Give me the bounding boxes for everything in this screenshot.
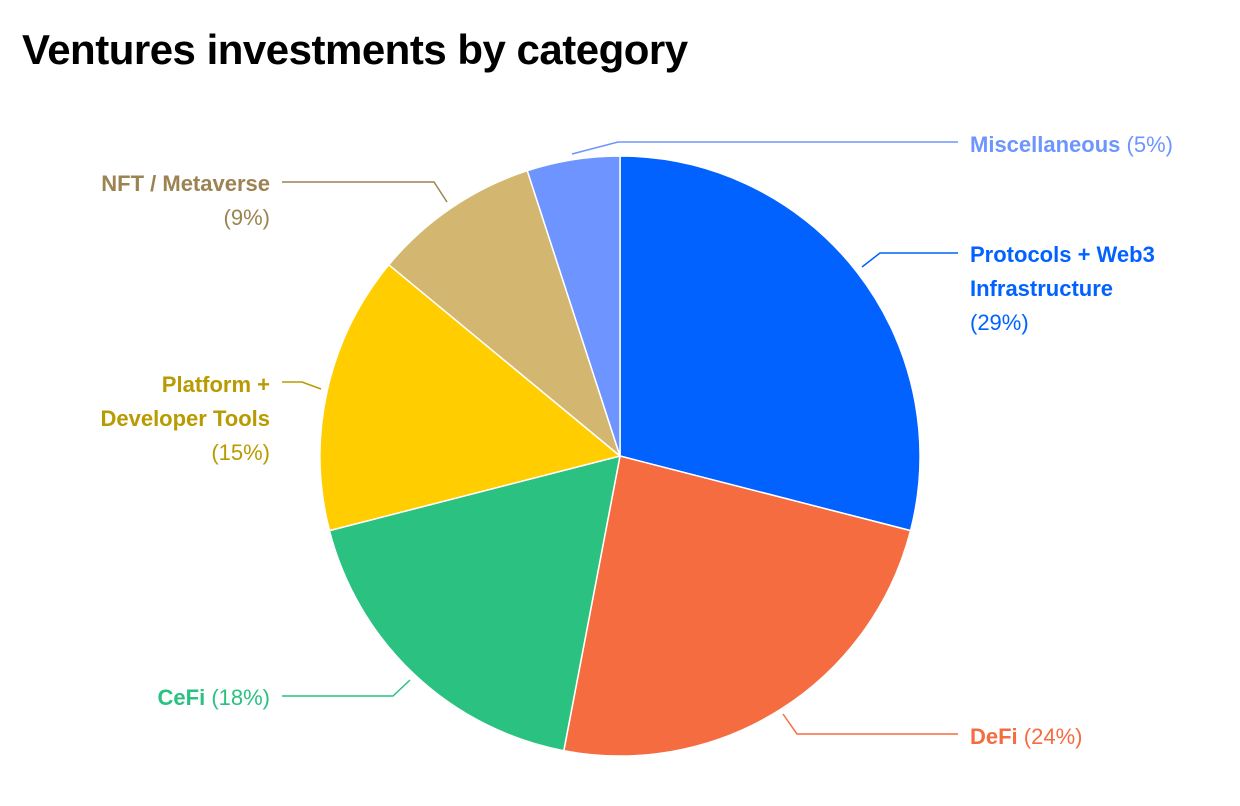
slice-label-platform-developer-tools-line-2: Developer Tools — [100, 406, 270, 431]
pie-slice-nft-metaverse — [388, 169, 621, 457]
slice-label-platform-developer-tools-line-1: Platform + — [162, 372, 270, 397]
pie-slice-defi — [563, 455, 912, 757]
slice-label-name: DeFi — [970, 724, 1018, 749]
leader-line-nft-metaverse — [282, 181, 448, 203]
pie-slice-protocols-web3-infrastructure — [619, 155, 921, 532]
slice-label-value: (18%) — [205, 685, 270, 710]
slice-value-protocols-web3-infrastructure: (29%) — [970, 310, 1029, 335]
slice-label-value: (24%) — [1018, 724, 1083, 749]
slice-label-cefi: CeFi (18%) — [158, 685, 270, 710]
leader-line-defi — [782, 713, 958, 735]
slice-label-nft-metaverse-line-1: NFT / Metaverse — [101, 171, 270, 196]
pie-slice-cefi — [328, 455, 621, 752]
slice-label-name: CeFi — [158, 685, 206, 710]
slice-label-defi: DeFi (24%) — [970, 724, 1082, 749]
slice-value-nft-metaverse: (9%) — [224, 205, 270, 230]
leader-line-cefi — [282, 679, 411, 697]
slice-label-value: (5%) — [1120, 132, 1173, 157]
leader-line-miscellaneous — [571, 141, 958, 155]
leader-line-protocols-web3-infrastructure — [861, 252, 958, 268]
slice-label-protocols-web3-infrastructure-line-1: Protocols + Web3 — [970, 242, 1155, 267]
pie-slice-miscellaneous — [526, 155, 621, 457]
pie-slice-platform-developer-tools — [319, 264, 621, 532]
slice-value-platform-developer-tools: (15%) — [211, 440, 270, 465]
slice-label-protocols-web3-infrastructure-line-2: Infrastructure — [970, 276, 1113, 301]
slice-label-miscellaneous: Miscellaneous (5%) — [970, 132, 1173, 157]
chart-title: Ventures investments by category — [22, 26, 688, 73]
slice-label-name: Miscellaneous — [970, 132, 1120, 157]
leader-line-platform-developer-tools — [282, 381, 322, 390]
